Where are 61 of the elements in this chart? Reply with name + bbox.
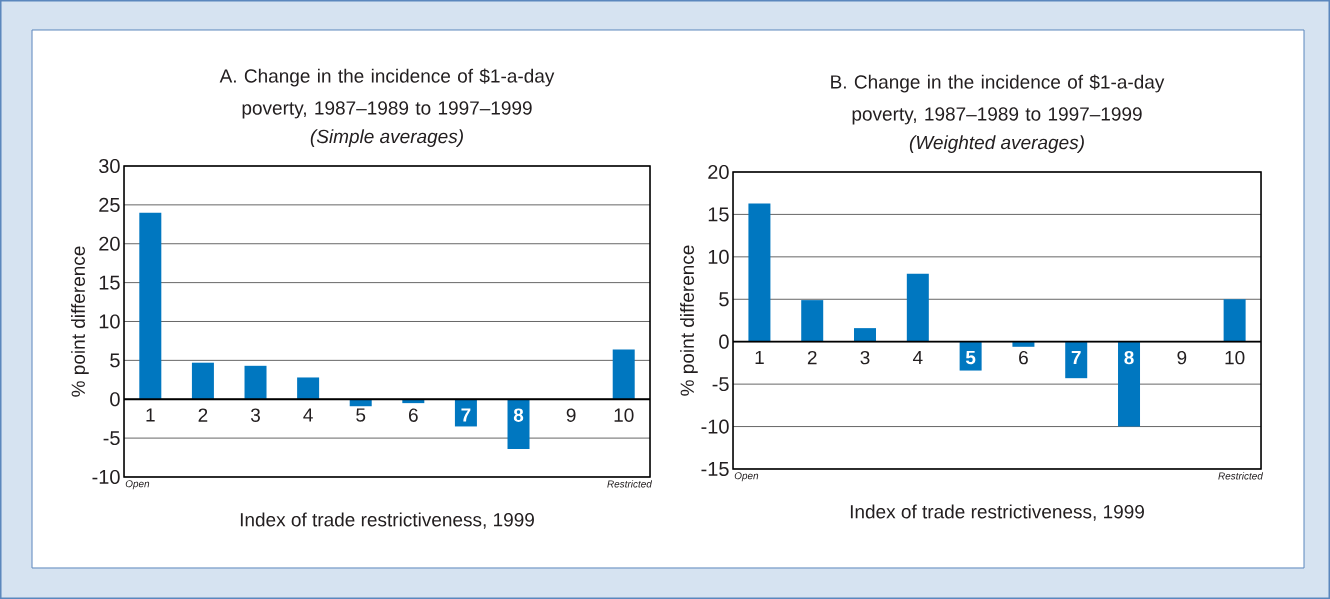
y-tick-label: -5 (712, 377, 729, 392)
chart-title: A. Change in the incidence of $1-a-day poverty, 1987–1989 to 1997–1999 (219, 68, 555, 119)
x-tick-label: 10 (1225, 350, 1245, 365)
y-axis-title: % point difference (71, 246, 89, 397)
chart-subtitle: (Simple averages) (310, 129, 463, 147)
x-tick-label: 7 (1071, 350, 1081, 364)
x-tick-label: 1 (755, 350, 764, 364)
bar (801, 300, 824, 342)
y-tick-label: -5 (103, 431, 120, 446)
text: Open (125, 480, 150, 490)
y-tick-label: 10 (99, 314, 120, 329)
x-tick-label: 4 (303, 408, 313, 422)
bar (612, 349, 635, 400)
bar (854, 328, 877, 342)
y-tick-label: -15 (701, 462, 729, 476)
x-tick-label: 1 (146, 408, 155, 422)
chart-title: B. Change in the incidence of $1-a-day poverty, 1987–1989 to 1997–1999 (831, 74, 1165, 125)
x-tick-label: 2 (807, 350, 817, 365)
bar (191, 362, 214, 400)
bar (1065, 341, 1088, 379)
y-tick-label: 15 (708, 207, 729, 222)
x-axis-title: Index of trade restrictiveness, 1999 (240, 512, 534, 529)
y-tick-label: 0 (719, 334, 729, 349)
y-tick-label: 5 (719, 292, 729, 307)
x-tick-label: 10 (614, 408, 634, 422)
x-tick-label: 5 (356, 408, 366, 422)
bar (297, 377, 320, 400)
x-tick-label: 4 (912, 350, 923, 364)
x-tick-label: 6 (1019, 350, 1028, 365)
y-tick-label: -10 (92, 469, 120, 485)
y-tick-label: 30 (99, 158, 120, 174)
y-tick-label: -10 (701, 419, 729, 434)
y-tick-label: 0 (110, 392, 120, 407)
x-tick-label: 3 (860, 350, 870, 365)
bar (139, 212, 162, 400)
y-tick-label: 15 (99, 275, 120, 290)
bar (906, 273, 929, 342)
bar (1118, 341, 1141, 427)
x-tick-label: 9 (566, 408, 576, 422)
x-tick-label: 2 (198, 408, 208, 422)
x-tick-label: 8 (1124, 350, 1134, 365)
y-tick-label: 20 (99, 236, 120, 251)
bar (748, 203, 771, 342)
x-tick-label: 9 (1177, 350, 1187, 365)
y-tick-label: 20 (708, 164, 729, 180)
y-tick-label: 10 (708, 249, 729, 264)
x-tick-label: 7 (461, 408, 471, 422)
text: Restricted (1218, 472, 1264, 480)
y-axis-title: % point difference (680, 245, 698, 396)
bar (507, 399, 530, 449)
text: Restricted (607, 480, 653, 488)
bar (1223, 299, 1246, 342)
x-tick-label: 8 (513, 408, 524, 422)
x-tick-label: 3 (250, 408, 260, 422)
y-tick-label: 25 (99, 197, 120, 212)
bar (244, 365, 267, 400)
chart-subtitle: (Weighted averages) (909, 135, 1084, 153)
x-axis-title: Index of trade restrictiveness, 1999 (850, 504, 1144, 521)
x-tick-label: 6 (409, 408, 418, 422)
x-tick-label: 5 (965, 350, 976, 365)
text: Open (734, 472, 759, 482)
